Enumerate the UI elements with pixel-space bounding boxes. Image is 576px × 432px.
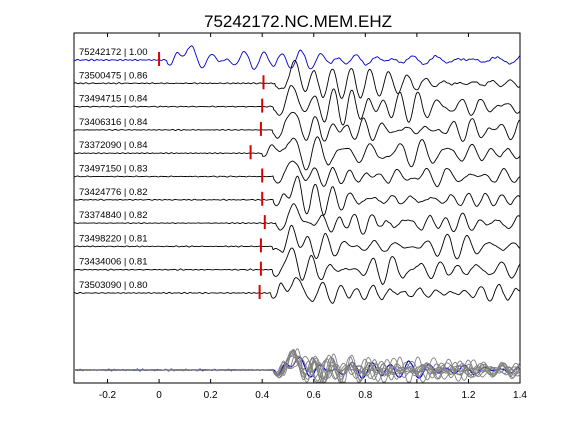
trace-4: [73, 136, 521, 171]
trace-9: [73, 247, 521, 285]
stack-trace-10: [73, 355, 521, 380]
x-tick-label-4: 0.6: [307, 390, 321, 401]
trace-3: [73, 111, 521, 142]
labels-layer: 75242172 | 1.00 73500475 | 0.86 73494715 |…: [79, 47, 148, 291]
trace-label-2: 73494715 | 0.84: [79, 94, 148, 105]
trace-7: [73, 203, 521, 235]
picks-layer: [158, 52, 266, 299]
x-tick-label-1: 0: [156, 390, 162, 401]
trace-label-5: 73497150 | 0.83: [79, 164, 148, 175]
traces-layer: [73, 45, 521, 304]
plot-frame: [73, 32, 521, 384]
trace-10: [73, 277, 521, 304]
trace-label-7: 73374840 | 0.82: [79, 210, 148, 221]
trace-label-1: 73500475 | 0.86: [79, 70, 148, 81]
stack-layer: [73, 348, 521, 383]
trace-1: [73, 60, 521, 99]
trace-label-3: 73406316 | 0.84: [79, 117, 148, 128]
trace-label-10: 73503090 | 0.80: [79, 280, 148, 291]
trace-label-9: 73434006 | 0.81: [79, 257, 148, 268]
x-tick-label-8: 1.4: [513, 390, 527, 401]
x-tick-label-6: 1: [414, 390, 420, 401]
trace-label-8: 73498220 | 0.81: [79, 233, 148, 244]
trace-6: [73, 175, 521, 216]
trace-label-6: 73424776 | 0.82: [79, 187, 148, 198]
trace-2: [74, 84, 521, 126]
x-tick-label-7: 1.2: [461, 390, 475, 401]
chart-title: 75242172.NC.MEM.EHZ: [204, 12, 392, 31]
trace-label-0: 75242172 | 1.00: [79, 47, 148, 58]
trace-label-4: 73372090 | 0.84: [79, 140, 148, 151]
x-tick-label-3: 0.4: [255, 390, 269, 401]
trace-0: [73, 45, 521, 70]
x-tick-label-5: 0.8: [358, 390, 372, 401]
trace-8: [74, 224, 521, 260]
trace-5: [74, 160, 521, 188]
x-axis: -0.2 0 0.2 0.4 0.6 0.8 1 1.2 1.4: [99, 33, 527, 401]
x-tick-label-0: -0.2: [99, 390, 117, 401]
x-tick-label-2: 0.2: [204, 390, 218, 401]
